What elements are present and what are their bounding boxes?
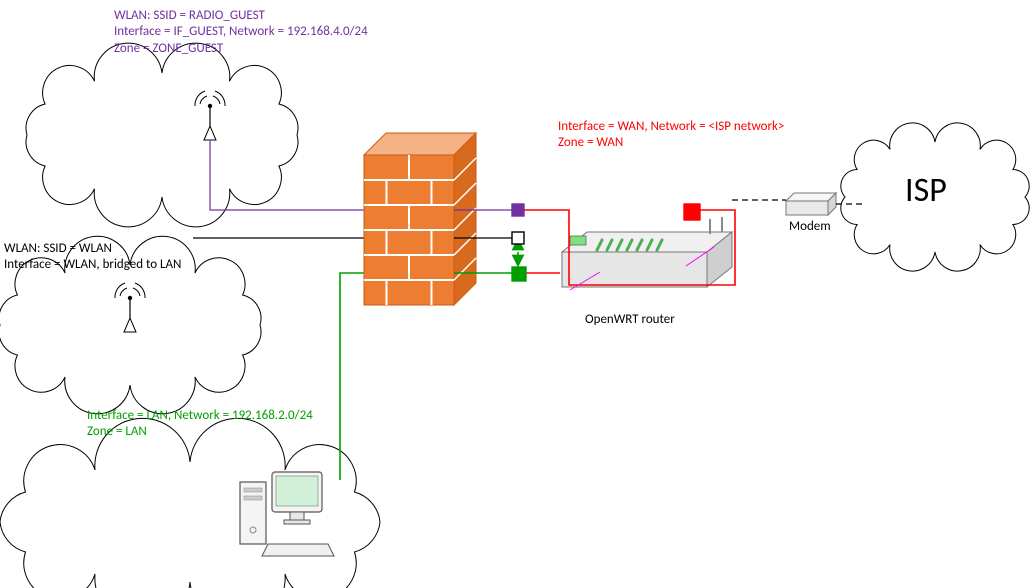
port-wlan (512, 232, 524, 244)
port-wan (684, 204, 700, 220)
wlan-label: WLAN: SSID = WLAN Interface = WLAN, brid… (4, 241, 181, 274)
lan-cloud (0, 418, 380, 588)
isp-label: ISP (905, 170, 947, 213)
port-lan (512, 267, 526, 281)
diagram-canvas (0, 0, 1031, 588)
wan-label: Interface = WAN, Network = <ISP network>… (558, 119, 784, 152)
guest-cloud (26, 43, 298, 227)
port-guest (512, 204, 524, 216)
modem-icon (786, 193, 836, 215)
modem-label: Modem (789, 219, 831, 235)
firewall-icon (364, 133, 476, 305)
guest-label: WLAN: SSID = RADIO_GUEST Interface = IF_… (114, 8, 368, 57)
lan-label: Interface = LAN, Network = 192.168.2.0/2… (87, 408, 313, 441)
link-lan-fw (340, 273, 364, 480)
router-label: OpenWRT router (585, 312, 675, 328)
